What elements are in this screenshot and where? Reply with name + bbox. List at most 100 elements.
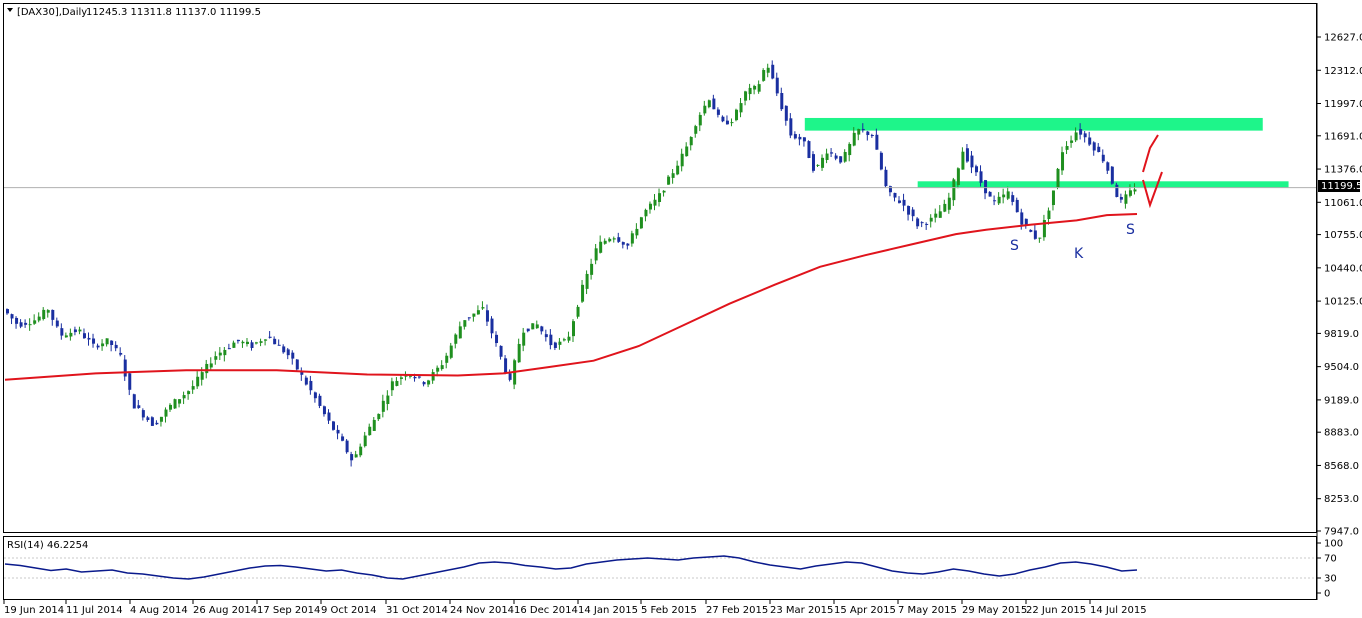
- candle: [848, 142, 852, 162]
- candle: [572, 319, 575, 342]
- candle: [472, 313, 476, 322]
- candle: [350, 451, 354, 467]
- candle: [884, 166, 888, 188]
- x-tick-label: 14 Jul 2015: [1090, 605, 1147, 616]
- candle: [689, 136, 693, 151]
- candle: [390, 377, 394, 396]
- candle: [499, 345, 503, 360]
- candle: [327, 409, 331, 424]
- candle: [830, 148, 834, 158]
- candle: [517, 338, 521, 363]
- candle: [956, 167, 960, 189]
- candle: [698, 112, 702, 132]
- candle: [549, 329, 553, 350]
- candle: [852, 127, 856, 147]
- x-tick-label: 31 Oct 2014: [386, 605, 448, 616]
- candle: [1056, 167, 1060, 190]
- candle: [621, 241, 625, 249]
- candle: [223, 347, 227, 362]
- candle: [73, 326, 77, 336]
- candle: [286, 347, 290, 360]
- candle: [232, 340, 236, 348]
- candle: [1097, 143, 1101, 153]
- candle: [178, 398, 182, 408]
- candle: [458, 321, 462, 339]
- current-price-tag: [1318, 180, 1360, 192]
- candle: [332, 420, 336, 431]
- candle: [671, 168, 675, 184]
- candle: [155, 420, 159, 425]
- pattern-label: S: [1126, 222, 1135, 238]
- x-tick-label: 26 Aug 2014: [193, 605, 257, 616]
- candle: [318, 393, 322, 409]
- candle: [1070, 135, 1074, 148]
- candle: [273, 336, 277, 345]
- candle: [993, 195, 997, 206]
- candle: [798, 133, 802, 146]
- menu-triangle-icon[interactable]: [7, 8, 13, 12]
- candle: [82, 328, 86, 339]
- candle: [1051, 190, 1055, 211]
- candle: [662, 190, 666, 197]
- candle: [929, 214, 933, 228]
- candle: [101, 339, 105, 351]
- candle: [250, 340, 254, 351]
- candle: [857, 128, 861, 141]
- candle: [60, 323, 64, 340]
- candle: [920, 221, 924, 228]
- current-price-text: 11199.5: [1321, 181, 1362, 192]
- candle: [576, 304, 580, 319]
- candle: [943, 199, 947, 213]
- candle: [685, 142, 689, 157]
- x-tick-label: 24 Nov 2014: [450, 605, 514, 616]
- candle: [214, 351, 218, 365]
- candle: [744, 90, 748, 106]
- candle: [712, 94, 716, 110]
- candle: [581, 280, 585, 303]
- candle: [255, 341, 259, 345]
- candle: [105, 338, 109, 347]
- candle: [241, 340, 245, 348]
- x-tick-label: 27 Feb 2015: [706, 605, 768, 616]
- candle: [1083, 131, 1087, 143]
- candle: [481, 301, 485, 310]
- candle: [635, 223, 639, 239]
- candle: [784, 105, 788, 126]
- candle: [87, 332, 91, 346]
- candle: [567, 331, 571, 343]
- x-tick-label: 17 Sep 2014: [257, 605, 320, 616]
- candle: [264, 339, 268, 346]
- candle: [236, 339, 240, 344]
- candle: [988, 191, 992, 197]
- candle: [952, 177, 956, 206]
- candle: [531, 323, 535, 330]
- candle: [15, 316, 19, 329]
- candle: [1115, 182, 1119, 198]
- candle: [771, 60, 775, 80]
- candle: [282, 344, 286, 354]
- candle: [1038, 237, 1042, 243]
- candle: [169, 403, 173, 412]
- candle: [825, 148, 829, 164]
- candle: [821, 154, 825, 171]
- candle: [916, 217, 920, 229]
- candle: [1128, 184, 1132, 198]
- candle: [1033, 224, 1037, 240]
- candle: [10, 313, 14, 325]
- candle: [146, 415, 150, 422]
- candle: [979, 165, 983, 187]
- candle: [1092, 141, 1096, 156]
- y-tick-label: 8568.0: [1324, 461, 1359, 472]
- candle: [377, 413, 381, 422]
- candle: [431, 369, 435, 384]
- x-tick-label: 16 Dec 2014: [514, 605, 578, 616]
- candle: [19, 319, 23, 329]
- x-tick-label: 11 Jul 2014: [66, 605, 123, 616]
- candle: [309, 375, 313, 395]
- candle: [739, 97, 743, 118]
- y-tick-label: 10440.0: [1324, 263, 1362, 274]
- moving-average-line: [4, 213, 1138, 381]
- candle: [209, 357, 213, 371]
- candle: [150, 416, 154, 426]
